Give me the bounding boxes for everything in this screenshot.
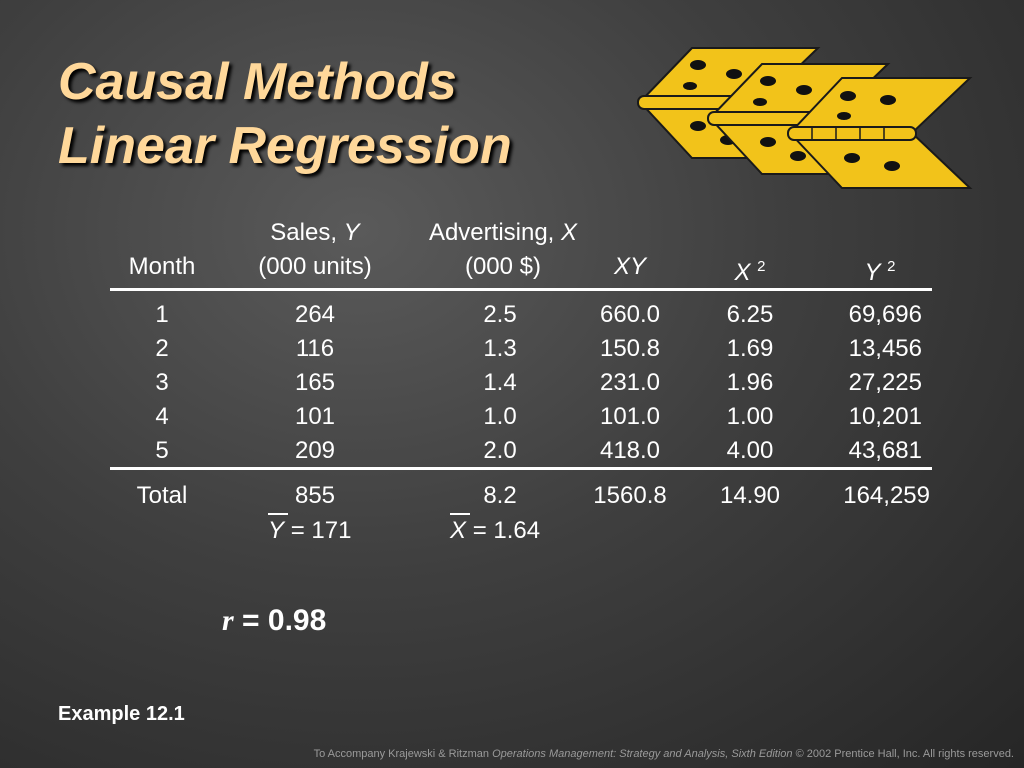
table-header-rule — [110, 288, 932, 291]
mean-x-overbar — [450, 513, 470, 515]
table-cell: 69,696 — [848, 301, 922, 328]
header-advertising-label: Advertising, — [428, 219, 555, 246]
table-cell: 209 — [294, 437, 336, 464]
table-cell: 150.8 — [599, 335, 661, 362]
table-cell: 5 — [155, 437, 169, 464]
column-sales: 264 116 165 101 209 — [265, 298, 365, 468]
table-cell: 1.3 — [483, 335, 517, 362]
header-sales-line-1: Sales, Y — [230, 216, 400, 250]
header-sales-variable: Y — [343, 219, 360, 246]
mean-y-value: = 171 — [290, 517, 352, 544]
header-advertising-variable: X — [561, 219, 578, 246]
header-xy: XY — [585, 250, 675, 284]
table-total-rule — [110, 467, 932, 470]
mean-x-variable: X — [450, 517, 467, 544]
mean-y-overbar — [268, 513, 288, 515]
table-cell: 116 — [295, 335, 335, 362]
table-cell: 264 — [294, 301, 336, 328]
header-x-squared-variable: X — [734, 259, 751, 286]
table-cell: 101.0 — [599, 403, 661, 430]
table-cell: 165 — [294, 369, 336, 396]
table-cell: 2.0 — [483, 437, 517, 464]
slide-title-line-1: Causal Methods — [58, 53, 457, 111]
slide-title: Causal Methods Linear Regression — [58, 50, 512, 178]
table-cell: 1.0 — [483, 403, 517, 430]
column-xy: 660.0 150.8 231.0 101.0 418.0 — [580, 298, 680, 468]
correlation-variable: r — [222, 604, 234, 637]
column-y-squared: 69,696 13,456 27,225 10,201 43,681 — [820, 298, 922, 468]
table-cell: 43,681 — [848, 437, 922, 464]
header-y-squared-exponent: 2 — [887, 258, 896, 275]
table-cell: 6.25 — [726, 301, 774, 328]
total-x-squared: 14.90 — [719, 482, 781, 509]
table-cell: 231.0 — [599, 369, 661, 396]
mean-x: X = 1.64 — [450, 514, 540, 548]
table-cell: 13,456 — [848, 335, 922, 362]
total-label: Total — [136, 482, 188, 509]
table-cell: 27,225 — [848, 369, 922, 396]
table-cell: 2.5 — [483, 301, 517, 328]
header-x-squared: X 2 — [705, 250, 795, 290]
table-cell: 1.69 — [726, 335, 774, 362]
total-y-squared: 164,259 — [843, 482, 930, 509]
total-advertising: 8.2 — [483, 482, 517, 509]
footer-book-title: Operations Management: Strategy and Anal… — [492, 748, 793, 760]
table-cell: 2 — [155, 335, 169, 362]
table-cell: 660.0 — [599, 301, 661, 328]
table-cell: 418.0 — [599, 437, 661, 464]
total-sales: 855 — [294, 482, 336, 509]
correlation-coefficient: r = 0.98 — [222, 604, 326, 638]
header-advertising-line-2: (000 $) — [464, 253, 542, 280]
correlation-value: = 0.98 — [242, 604, 327, 637]
table-cell: 1 — [155, 301, 169, 328]
hinge-illustration — [637, 47, 973, 189]
column-advertising: 2.5 1.3 1.4 1.0 2.0 — [450, 298, 550, 468]
example-label: Example 12.1 — [58, 703, 185, 725]
table-cell: 4 — [155, 403, 169, 430]
hinge-icon — [787, 77, 973, 189]
table-cell: 1.00 — [726, 403, 774, 430]
table-cell: 3 — [155, 369, 169, 396]
header-y-squared-variable: Y — [864, 259, 881, 286]
column-month: 1 2 3 4 5 — [110, 298, 214, 468]
mean-y-variable: Y — [268, 517, 285, 544]
header-xy-variable: XY — [613, 253, 646, 280]
header-advertising-line-1: Advertising, X — [398, 216, 608, 250]
copyright-footer: To Accompany Krajewski & Ritzman Operati… — [314, 748, 1014, 760]
total-xy: 1560.8 — [593, 482, 667, 509]
header-sales-line-2: (000 units) — [258, 253, 372, 280]
footer-prefix: To Accompany Krajewski & Ritzman — [313, 748, 490, 760]
mean-y: Y = 171 — [268, 514, 351, 548]
header-sales-label: Sales, — [270, 219, 337, 246]
table-cell: 1.96 — [726, 369, 774, 396]
footer-copyright: © 2002 Prentice Hall, Inc. All rights re… — [795, 748, 1014, 760]
column-x-squared: 6.25 1.69 1.96 1.00 4.00 — [700, 298, 800, 468]
slide-title-line-2: Linear Regression — [58, 117, 512, 175]
mean-x-value: = 1.64 — [472, 517, 541, 544]
table-cell: 10,201 — [848, 403, 922, 430]
table-cell: 101 — [294, 403, 336, 430]
table-cell: 4.00 — [726, 437, 774, 464]
header-y-squared: Y 2 — [830, 250, 930, 290]
table-cell: 1.4 — [483, 369, 517, 396]
header-x-squared-exponent: 2 — [757, 258, 766, 275]
header-month: Month — [128, 253, 196, 280]
